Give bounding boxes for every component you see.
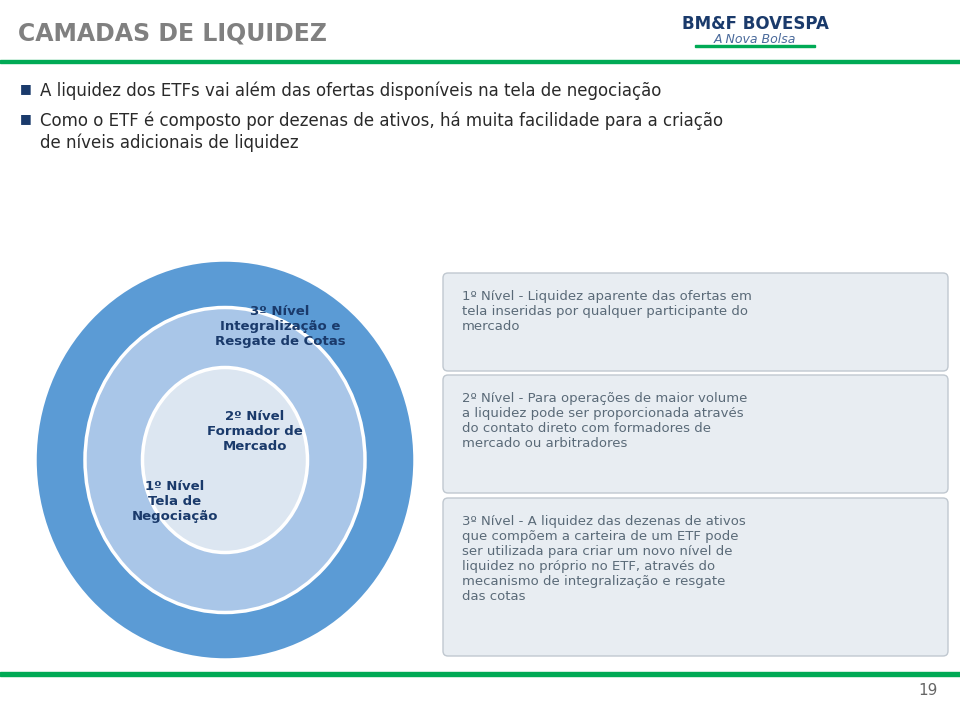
Text: 3º Nível
Integralização e
Resgate de Cotas: 3º Nível Integralização e Resgate de Cot… bbox=[215, 305, 346, 348]
Text: BM&F BOVESPA: BM&F BOVESPA bbox=[682, 15, 828, 33]
Bar bbox=[695, 45, 815, 46]
Text: ■: ■ bbox=[20, 112, 32, 125]
Text: Como o ETF é composto por dezenas de ativos, há muita facilidade para a criação
: Como o ETF é composto por dezenas de ati… bbox=[40, 112, 723, 152]
Text: CAMADAS DE LIQUIDEZ: CAMADAS DE LIQUIDEZ bbox=[18, 22, 327, 46]
Ellipse shape bbox=[35, 260, 415, 660]
Ellipse shape bbox=[142, 368, 307, 553]
Bar bbox=[0, 672, 960, 676]
Text: 3º Nível - A liquidez das dezenas de ativos
que compõem a carteira de um ETF pod: 3º Nível - A liquidez das dezenas de ati… bbox=[462, 515, 746, 603]
Text: ■: ■ bbox=[20, 82, 32, 95]
FancyBboxPatch shape bbox=[443, 375, 948, 493]
Text: A liquidez dos ETFs vai além das ofertas disponíveis na tela de negociação: A liquidez dos ETFs vai além das ofertas… bbox=[40, 82, 661, 101]
Text: 2º Nível - Para operações de maior volume
a liquidez pode ser proporcionada atra: 2º Nível - Para operações de maior volum… bbox=[462, 392, 748, 450]
Text: A Nova Bolsa: A Nova Bolsa bbox=[714, 33, 796, 46]
Text: 1º Nível - Liquidez aparente das ofertas em
tela inseridas por qualquer particip: 1º Nível - Liquidez aparente das ofertas… bbox=[462, 290, 752, 333]
Ellipse shape bbox=[85, 307, 365, 612]
FancyBboxPatch shape bbox=[443, 498, 948, 656]
Bar bbox=[0, 60, 960, 63]
Text: 2º Nível
Formador de
Mercado: 2º Nível Formador de Mercado bbox=[207, 410, 302, 453]
FancyBboxPatch shape bbox=[443, 273, 948, 371]
Text: 19: 19 bbox=[919, 683, 938, 698]
Text: 1º Nível
Tela de
Negociação: 1º Nível Tela de Negociação bbox=[132, 480, 218, 523]
